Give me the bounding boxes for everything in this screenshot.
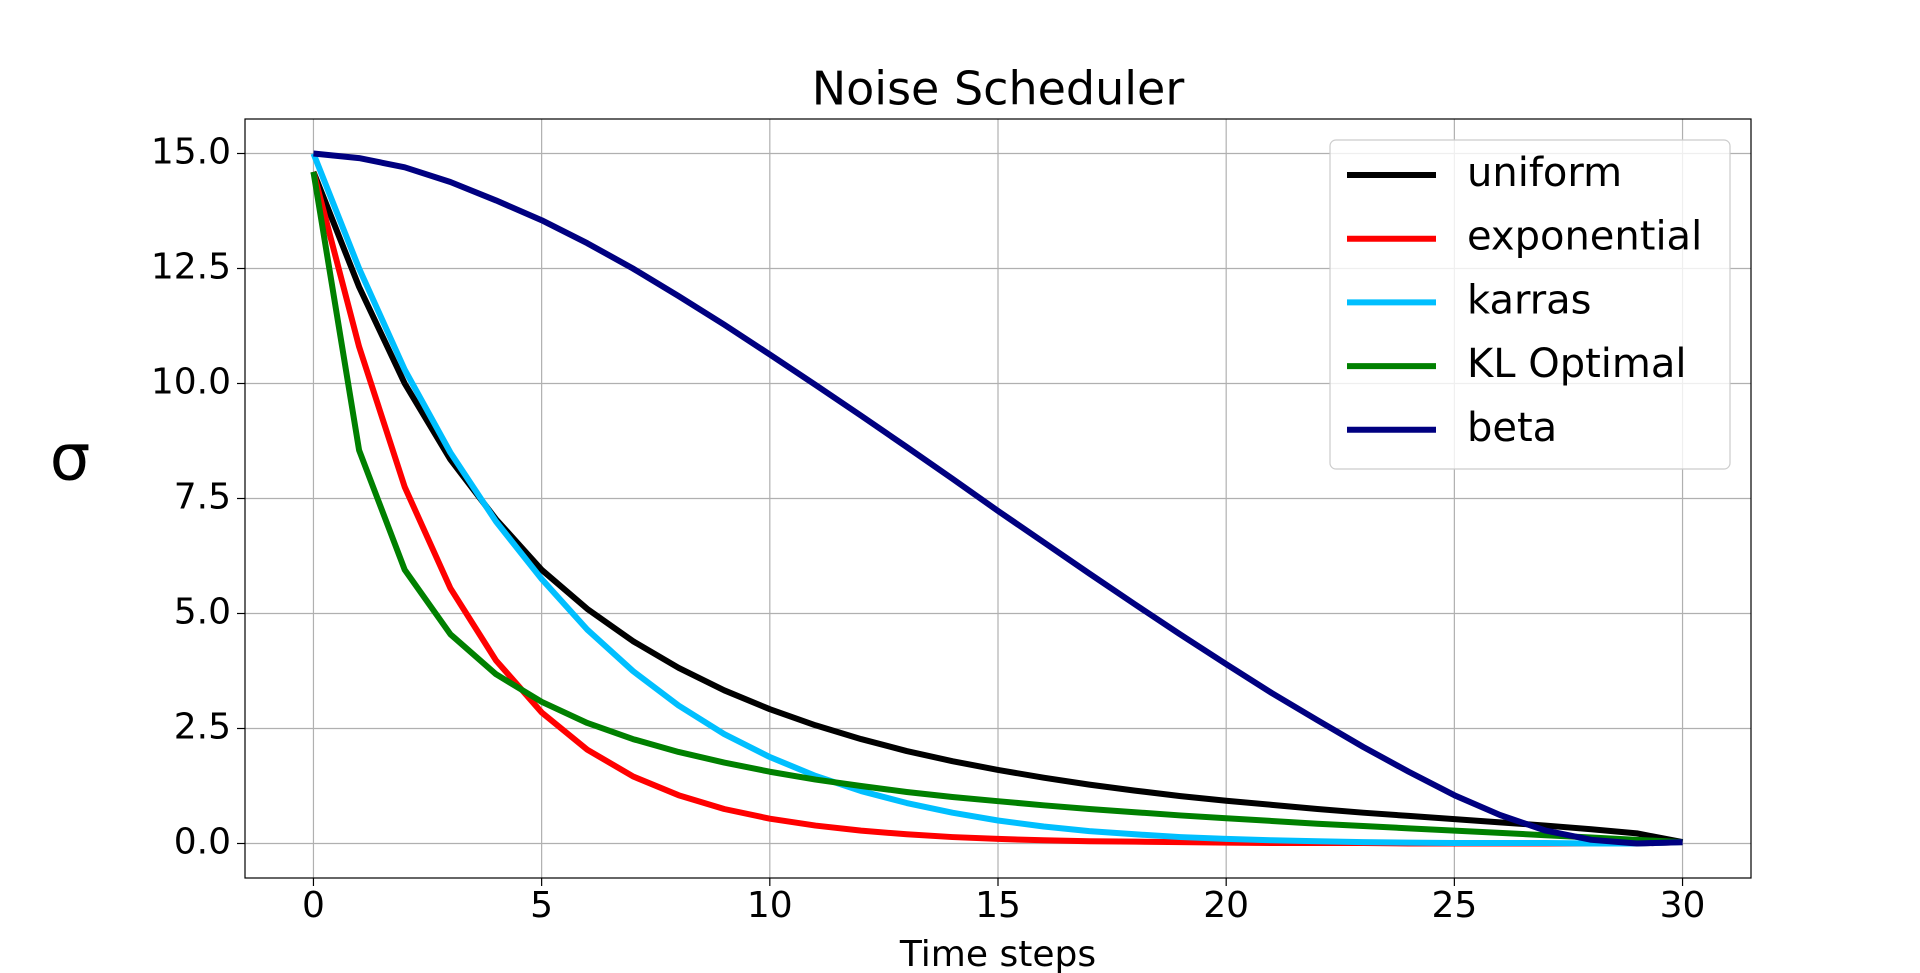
series-line <box>310 152 1683 847</box>
x-tick-label: 5 <box>530 885 553 926</box>
y-tick-label: 0.0 <box>174 822 231 863</box>
series-line <box>310 171 1683 846</box>
x-tick-label: 15 <box>975 885 1021 926</box>
x-tick-label: 20 <box>1203 885 1249 926</box>
y-tick-label: 12.5 <box>151 247 231 288</box>
x-tick-label: 0 <box>302 885 325 926</box>
legend: uniform exponential karras KL Optimal beta <box>1329 139 1731 470</box>
legend-label: karras <box>1467 277 1592 323</box>
legend-label: uniform <box>1467 150 1622 196</box>
y-tick-label: 2.5 <box>174 707 231 748</box>
legend-box <box>1329 139 1731 470</box>
y-axis-title: σ <box>50 422 91 496</box>
x-axis-title: Time steps <box>899 934 1096 973</box>
chart-title: Noise Scheduler <box>812 62 1185 116</box>
legend-label: beta <box>1467 405 1557 451</box>
y-tick-label: 15.0 <box>151 132 231 173</box>
x-tick-label: 25 <box>1431 885 1477 926</box>
series-line <box>313 150 1683 847</box>
x-tick-label: 30 <box>1660 885 1706 926</box>
series-line <box>310 170 1684 846</box>
x-tick-label: 10 <box>747 885 793 926</box>
legend-label: KL Optimal <box>1467 341 1687 387</box>
y-tick-label: 7.5 <box>174 477 231 518</box>
y-tick-label: 10.0 <box>151 362 231 403</box>
y-tick-label: 5.0 <box>174 592 231 633</box>
legend-label: exponential <box>1467 214 1702 260</box>
plot-frame <box>244 118 1752 879</box>
